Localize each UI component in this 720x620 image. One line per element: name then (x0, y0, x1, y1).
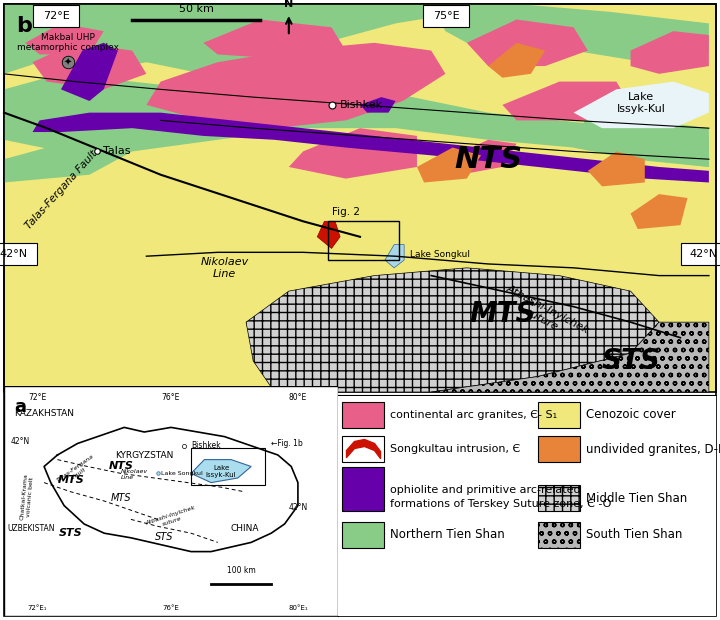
Bar (538, 436, 580, 462)
Text: South Tien Shan: South Tien Shan (586, 528, 683, 541)
Text: 76°E: 76°E (163, 605, 179, 611)
Text: NTS: NTS (454, 144, 522, 174)
Text: Nikolaev
Line: Nikolaev Line (121, 469, 148, 480)
Polygon shape (246, 268, 659, 392)
Bar (4, 4, 716, 392)
Text: 80°E₁: 80°E₁ (288, 605, 307, 611)
Text: Lake Songkul: Lake Songkul (410, 250, 470, 259)
Text: KAZAKHSTAN: KAZAKHSTAN (14, 409, 74, 418)
Text: 100 km: 100 km (227, 565, 256, 575)
Text: STS: STS (155, 532, 174, 542)
Text: Songkultau intrusion, Є: Songkultau intrusion, Є (390, 444, 521, 454)
Text: 72°E: 72°E (28, 393, 47, 402)
Polygon shape (25, 24, 104, 55)
Text: Northern Tien Shan: Northern Tien Shan (390, 528, 505, 541)
Text: Bishkek: Bishkek (191, 441, 220, 450)
Polygon shape (588, 151, 645, 187)
Bar (191, 448, 264, 485)
FancyBboxPatch shape (33, 5, 79, 27)
Text: Talas: Talas (102, 146, 130, 156)
Text: 80°E: 80°E (289, 393, 307, 402)
Bar (342, 522, 384, 548)
Polygon shape (4, 74, 709, 167)
Text: NTS: NTS (109, 461, 133, 471)
Text: 42°N: 42°N (690, 249, 718, 259)
Bar (342, 436, 384, 462)
Text: CHINA: CHINA (230, 524, 258, 533)
Polygon shape (191, 459, 251, 482)
Text: Cenozoic cover: Cenozoic cover (586, 409, 676, 422)
Polygon shape (289, 128, 417, 179)
Text: STS: STS (601, 347, 660, 375)
Polygon shape (574, 113, 709, 167)
Text: ophiolite and primitive arc-related: ophiolite and primitive arc-related (390, 485, 580, 495)
Polygon shape (417, 148, 481, 182)
Text: Talas-Fergana Fault: Talas-Fergana Fault (23, 149, 99, 231)
Text: Atbashi-Inylchek
suture: Atbashi-Inylchek suture (145, 505, 197, 532)
Polygon shape (146, 43, 446, 128)
Text: 75°E: 75°E (433, 11, 459, 21)
Text: Lake
Issyk-Kul: Lake Issyk-Kul (206, 464, 236, 477)
Polygon shape (431, 322, 709, 392)
Text: Fig. 2: Fig. 2 (331, 208, 359, 218)
Text: Lake Songkul: Lake Songkul (161, 471, 203, 476)
Text: a: a (14, 397, 26, 415)
Polygon shape (385, 244, 404, 268)
Bar (328, 221, 399, 260)
Text: ←Fig. 1b: ←Fig. 1b (271, 439, 303, 448)
Polygon shape (574, 82, 709, 128)
Polygon shape (318, 221, 340, 249)
Polygon shape (61, 43, 118, 101)
Polygon shape (32, 43, 146, 89)
FancyBboxPatch shape (0, 243, 37, 265)
Text: undivided granites, D-P₁: undivided granites, D-P₁ (586, 443, 720, 456)
Polygon shape (503, 82, 631, 120)
Text: 42°N: 42°N (0, 249, 28, 259)
Polygon shape (4, 4, 538, 74)
Polygon shape (631, 194, 688, 229)
Text: Lake
Issyk-Kul: Lake Issyk-Kul (617, 92, 666, 113)
Polygon shape (32, 113, 709, 182)
Polygon shape (360, 97, 395, 113)
Text: MTS: MTS (111, 493, 131, 503)
Text: b: b (16, 16, 32, 36)
Text: Middle Tien Shan: Middle Tien Shan (586, 492, 688, 505)
Text: 76°E: 76°E (162, 393, 180, 402)
Text: formations of Terskey Suture zone, Є -O: formations of Terskey Suture zone, Є -O (390, 499, 611, 509)
Polygon shape (431, 4, 709, 62)
Bar (538, 402, 580, 428)
Text: STS: STS (59, 528, 83, 538)
Bar (538, 522, 580, 548)
Text: 50 km: 50 km (179, 4, 214, 14)
FancyBboxPatch shape (681, 243, 720, 265)
Text: Makbal UHP
metamorphic complex: Makbal UHP metamorphic complex (17, 33, 119, 52)
Text: Bishkek: Bishkek (340, 100, 382, 110)
Text: Nikolaev
Line: Nikolaev Line (201, 257, 249, 278)
Text: ✦: ✦ (64, 57, 72, 67)
Text: Chatkal-Krama
volcanic belt: Chatkal-Krama volcanic belt (20, 472, 35, 520)
Polygon shape (488, 43, 545, 78)
Text: N: N (284, 0, 294, 9)
Bar (342, 467, 384, 511)
Text: MTS: MTS (469, 301, 536, 329)
Text: 42°N: 42°N (11, 436, 30, 446)
FancyBboxPatch shape (423, 5, 469, 27)
Polygon shape (4, 140, 132, 182)
Text: Talas-Fergana
Fault: Talas-Fergana Fault (56, 454, 99, 488)
Text: continental arc granites, Є- S₁: continental arc granites, Є- S₁ (390, 410, 557, 420)
Polygon shape (467, 19, 588, 66)
Text: 72°E: 72°E (42, 11, 69, 21)
Text: UZBEKISTAN: UZBEKISTAN (7, 524, 55, 533)
Text: 42°N: 42°N (288, 503, 307, 512)
Text: KYRGYZSTAN: KYRGYZSTAN (115, 451, 174, 459)
Text: Atbashi-Inylchek
suture: Atbashi-Inylchek suture (499, 283, 591, 345)
Polygon shape (203, 19, 346, 58)
Bar (538, 485, 580, 511)
Text: 72°E₁: 72°E₁ (27, 605, 47, 611)
Bar (342, 402, 384, 428)
Polygon shape (631, 31, 709, 74)
Polygon shape (446, 140, 517, 175)
Text: MTS: MTS (58, 474, 84, 485)
